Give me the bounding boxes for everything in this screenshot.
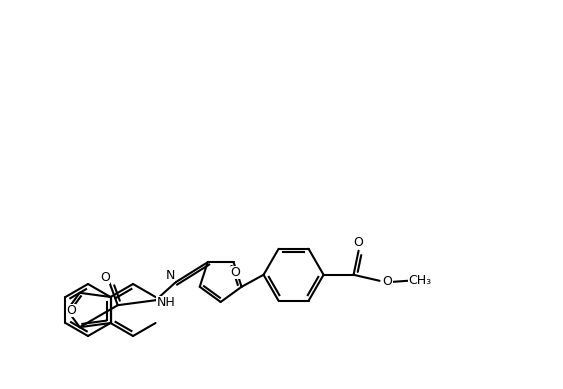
Text: CH₃: CH₃ <box>408 274 431 287</box>
Text: N: N <box>166 269 176 282</box>
Text: O: O <box>231 266 240 279</box>
Text: O: O <box>354 236 364 249</box>
Text: O: O <box>66 303 76 317</box>
Text: O: O <box>383 275 392 288</box>
Text: O: O <box>100 271 110 284</box>
Text: NH: NH <box>157 296 175 309</box>
